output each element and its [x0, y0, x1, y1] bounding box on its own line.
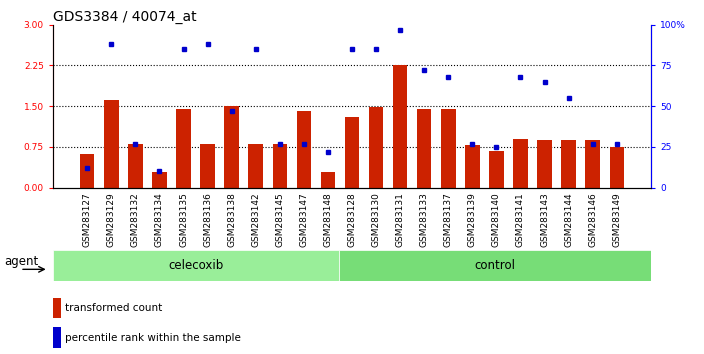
Text: GSM283148: GSM283148: [323, 193, 332, 247]
Text: GSM283137: GSM283137: [444, 193, 453, 247]
Text: GSM283138: GSM283138: [227, 193, 236, 247]
Bar: [176, 109, 191, 188]
Bar: [345, 117, 359, 188]
Bar: [537, 140, 552, 188]
Text: percentile rank within the sample: percentile rank within the sample: [65, 333, 241, 343]
Bar: [441, 109, 455, 188]
Text: GSM283127: GSM283127: [83, 193, 92, 247]
Text: GSM283129: GSM283129: [107, 193, 115, 247]
Bar: [53, 327, 61, 348]
Bar: [296, 110, 311, 188]
Text: GSM283149: GSM283149: [612, 193, 621, 247]
Bar: [249, 144, 263, 188]
Text: GSM283143: GSM283143: [540, 193, 549, 247]
Text: agent: agent: [4, 255, 39, 268]
Text: GSM283128: GSM283128: [348, 193, 356, 247]
Bar: [465, 145, 479, 188]
Text: GSM283142: GSM283142: [251, 193, 260, 247]
Text: GSM283135: GSM283135: [179, 193, 188, 247]
Text: control: control: [474, 259, 515, 272]
Bar: [152, 172, 167, 188]
Bar: [53, 250, 339, 281]
Bar: [339, 250, 651, 281]
Text: GSM283139: GSM283139: [468, 193, 477, 247]
Text: GSM283133: GSM283133: [420, 193, 429, 247]
Bar: [393, 65, 408, 188]
Bar: [561, 140, 576, 188]
Bar: [417, 109, 432, 188]
Text: celecoxib: celecoxib: [168, 259, 224, 272]
Bar: [201, 144, 215, 188]
Bar: [610, 147, 624, 188]
Bar: [128, 144, 143, 188]
Text: GSM283147: GSM283147: [299, 193, 308, 247]
Text: GSM283140: GSM283140: [492, 193, 501, 247]
Bar: [225, 106, 239, 188]
Bar: [489, 151, 503, 188]
Text: GSM283130: GSM283130: [372, 193, 381, 247]
Bar: [272, 144, 287, 188]
Bar: [513, 139, 528, 188]
Bar: [321, 172, 335, 188]
Text: GSM283131: GSM283131: [396, 193, 405, 247]
Text: GSM283141: GSM283141: [516, 193, 525, 247]
Bar: [104, 100, 118, 188]
Bar: [586, 140, 600, 188]
Text: GSM283144: GSM283144: [564, 193, 573, 247]
Bar: [53, 298, 61, 318]
Bar: [369, 107, 383, 188]
Text: GSM283134: GSM283134: [155, 193, 164, 247]
Text: GSM283136: GSM283136: [203, 193, 212, 247]
Text: GSM283145: GSM283145: [275, 193, 284, 247]
Text: GDS3384 / 40074_at: GDS3384 / 40074_at: [53, 10, 196, 24]
Text: GSM283146: GSM283146: [589, 193, 597, 247]
Text: transformed count: transformed count: [65, 303, 162, 313]
Text: GSM283132: GSM283132: [131, 193, 140, 247]
Bar: [80, 154, 94, 188]
